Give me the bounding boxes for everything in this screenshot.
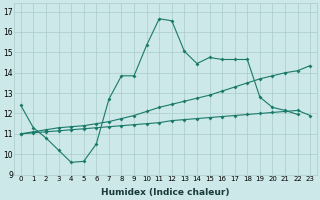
X-axis label: Humidex (Indice chaleur): Humidex (Indice chaleur) <box>101 188 230 197</box>
